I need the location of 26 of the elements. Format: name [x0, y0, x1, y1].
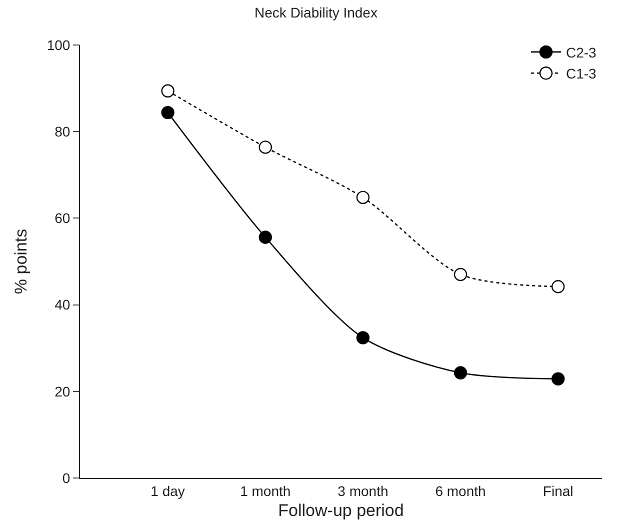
x-tick-label: 1 day — [150, 482, 185, 499]
point — [258, 230, 272, 244]
x-tick-label: 1 month — [240, 482, 291, 499]
x-tick-label: 6 month — [435, 482, 486, 499]
y-tick-label: 20 — [54, 383, 70, 400]
point — [454, 366, 468, 380]
chart-title: Neck Diability Index — [254, 4, 378, 21]
point — [454, 268, 468, 282]
y-axis-title: % points — [11, 228, 30, 294]
x-tick-label: 3 month — [338, 482, 388, 499]
legend-label: C2-3 — [566, 44, 597, 60]
y-tick-label: 0 — [62, 470, 70, 486]
x-tick-label: Final — [542, 482, 574, 499]
y-tick-label: 100 — [46, 36, 70, 53]
point — [161, 84, 174, 98]
point — [551, 372, 565, 386]
y-tick-label: 80 — [54, 124, 70, 140]
y-tick-label: 40 — [54, 296, 70, 313]
point — [551, 280, 565, 294]
legend-label: C1-3 — [566, 66, 597, 82]
point — [356, 190, 370, 204]
x-axis-title: Follow-up period — [278, 501, 404, 520]
y-tick-label: 60 — [54, 210, 70, 226]
point — [258, 140, 272, 154]
point — [161, 106, 174, 120]
point — [356, 331, 370, 344]
